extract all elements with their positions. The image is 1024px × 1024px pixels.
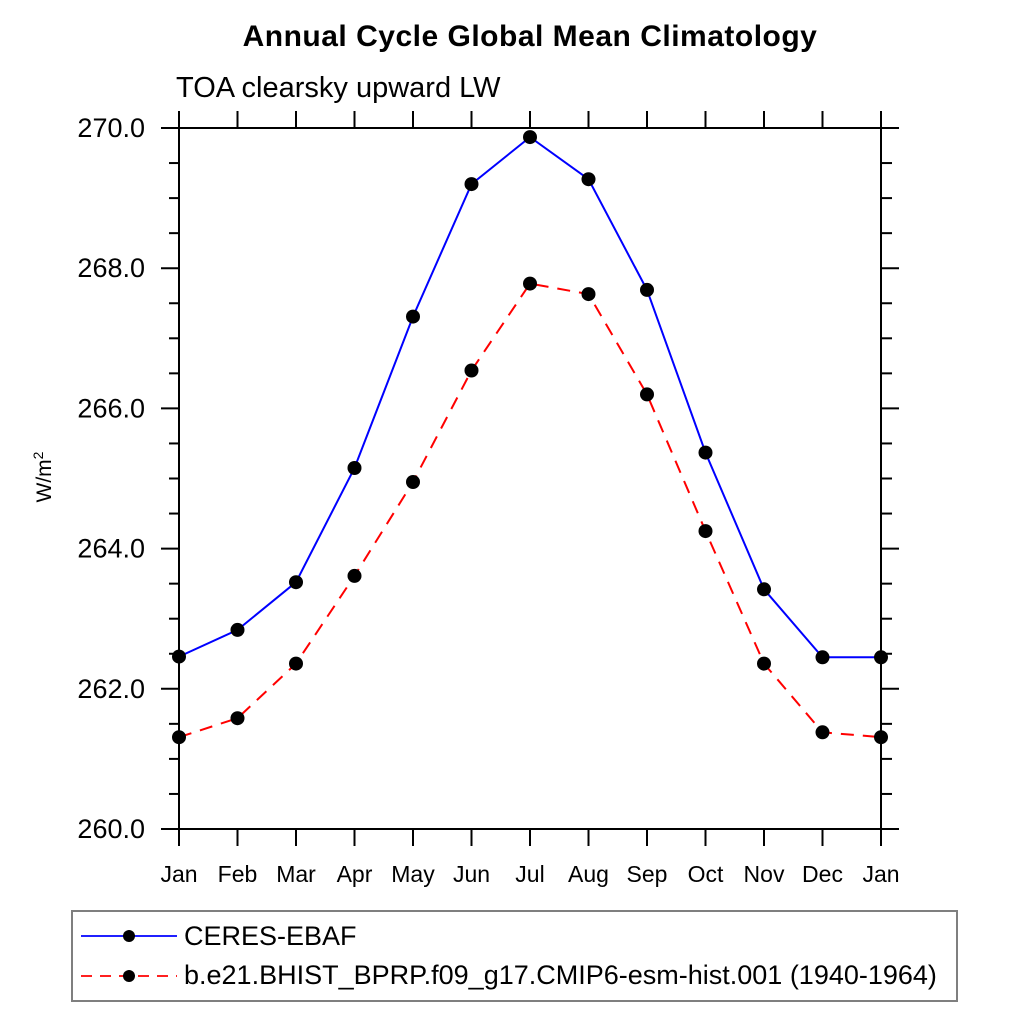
legend-entry-model: b.e21.BHIST_BPRP.f09_g17.CMIP6-esm-hist.… xyxy=(79,960,956,991)
data-point-marker xyxy=(406,309,420,324)
x-tick-label: Jul xyxy=(515,861,544,887)
data-point-marker xyxy=(815,650,830,665)
legend: CERES-EBAF b.e21.BHIST_BPRP.f09_g17.CMIP… xyxy=(71,910,958,1002)
chart-subtitle: TOA clearsky upward LW xyxy=(176,72,501,104)
legend-line-sample-icon xyxy=(81,969,177,982)
plot-frame xyxy=(178,127,882,830)
data-point-marker xyxy=(523,130,537,145)
data-point-marker xyxy=(523,276,537,291)
data-point-marker xyxy=(347,461,362,475)
series-line-1 xyxy=(178,282,882,739)
legend-marker-dot-0 xyxy=(123,930,135,943)
data-point-marker xyxy=(698,445,713,460)
y-tick-label: 270.0 xyxy=(77,113,145,143)
data-point-marker xyxy=(581,172,596,187)
data-point-marker xyxy=(406,475,420,489)
data-point-marker xyxy=(757,656,771,671)
legend-marker-dot-1 xyxy=(123,969,135,982)
x-tick-label: Jan xyxy=(160,861,197,887)
y-tick-label: 260.0 xyxy=(77,814,145,844)
chart-title: Annual Cycle Global Mean Climatology xyxy=(242,20,818,53)
data-point-marker xyxy=(230,711,245,726)
data-point-marker xyxy=(581,287,596,302)
data-point-marker xyxy=(640,282,654,297)
x-tick-label: Jun xyxy=(453,861,490,887)
legend-entry-ceres-ebaf: CERES-EBAF xyxy=(79,921,956,952)
x-tick-label: Mar xyxy=(276,861,316,887)
x-tick-label: Feb xyxy=(218,861,258,887)
data-point-marker xyxy=(464,177,479,192)
x-tick-label: Dec xyxy=(802,861,843,887)
data-point-marker xyxy=(172,649,186,664)
x-tick-label: Nov xyxy=(744,861,785,887)
x-tick-label: Sep xyxy=(627,861,668,887)
x-tick-label: Oct xyxy=(688,861,724,887)
x-tick-label: Apr xyxy=(337,861,373,887)
legend-line-sample-icon xyxy=(81,930,177,943)
data-point-marker xyxy=(230,622,245,637)
data-point-marker xyxy=(874,650,888,665)
legend-label-ceres-ebaf: CERES-EBAF xyxy=(184,920,357,951)
data-point-marker xyxy=(874,730,888,745)
x-tick-label: Aug xyxy=(568,861,609,887)
y-tick-label: 268.0 xyxy=(77,253,145,283)
y-tick-label: 262.0 xyxy=(77,674,145,704)
data-point-marker xyxy=(289,656,303,671)
data-point-marker xyxy=(698,524,713,539)
series-line-0 xyxy=(178,135,881,659)
data-point-marker xyxy=(464,363,479,378)
data-point-marker xyxy=(815,725,830,740)
x-tick-label: Jan xyxy=(862,861,899,887)
legend-label-model: b.e21.BHIST_BPRP.f09_g17.CMIP6-esm-hist.… xyxy=(184,960,937,991)
data-point-marker xyxy=(757,582,771,597)
y-tick-label: 266.0 xyxy=(77,393,145,423)
y-tick-label: 264.0 xyxy=(77,534,145,564)
data-point-marker xyxy=(347,568,362,583)
x-tick-label: May xyxy=(391,861,435,887)
data-point-marker xyxy=(172,730,186,745)
data-point-marker xyxy=(289,575,303,590)
data-point-marker xyxy=(640,387,654,402)
